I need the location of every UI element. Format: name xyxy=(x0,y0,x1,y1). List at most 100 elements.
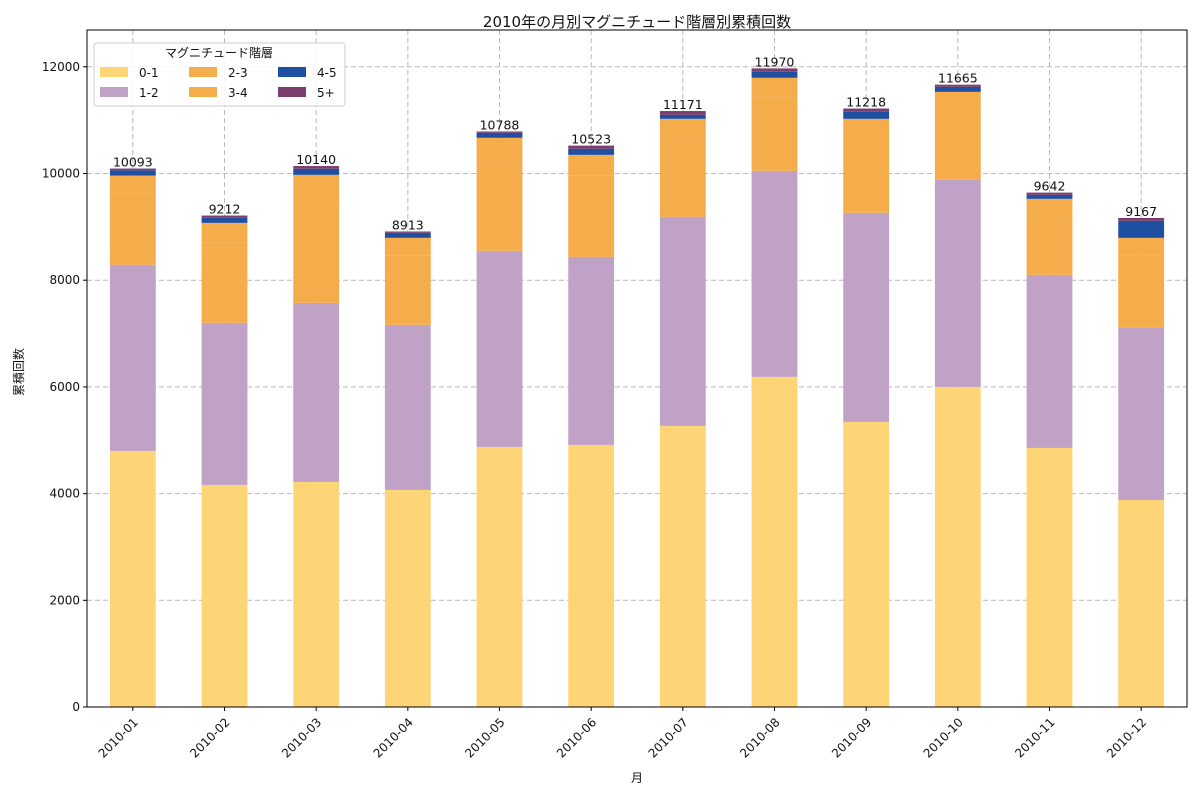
x-tick-label: 2010-03 xyxy=(279,715,324,760)
y-tick-label: 6000 xyxy=(49,380,80,394)
bar-segment-1-2 xyxy=(1118,327,1165,500)
bar-segment-2-3 xyxy=(293,200,340,303)
total-label: 9167 xyxy=(1125,204,1157,219)
total-label: 9642 xyxy=(1034,179,1066,194)
legend-swatch-5+ xyxy=(278,87,306,97)
bar-segment-3-4 xyxy=(1026,198,1073,215)
total-label: 11218 xyxy=(846,95,886,110)
bar-segment-1-2 xyxy=(109,264,156,451)
bar-segment-5+ xyxy=(476,131,523,133)
bar-segment-4-5 xyxy=(659,114,706,119)
bar-segment-5+ xyxy=(568,145,615,149)
bar-segment-5+ xyxy=(109,168,156,171)
y-axis-label: 累積回数 xyxy=(11,348,26,396)
x-tick-label: 2010-07 xyxy=(646,715,691,760)
bar-segment-3-4 xyxy=(659,118,706,139)
bar-segment-0-1 xyxy=(109,450,156,707)
total-label: 8913 xyxy=(392,217,424,232)
bar-segment-1-2 xyxy=(384,324,431,490)
bar-segment-1-2 xyxy=(1026,274,1073,448)
legend-label: 3-4 xyxy=(228,86,248,100)
bar-segment-3-4 xyxy=(293,174,340,201)
bar-segment-4-5 xyxy=(568,148,615,155)
total-label: 10093 xyxy=(113,155,153,170)
bar-segment-2-3 xyxy=(201,242,248,323)
bar-segment-5+ xyxy=(751,68,798,72)
bar-segment-1-2 xyxy=(476,250,523,447)
legend-label: 0-1 xyxy=(139,66,159,80)
total-labels: 10093 9212 10140 8913 10788 10523 11171 11970 11… xyxy=(113,54,1157,232)
x-tick-label: 2010-10 xyxy=(921,715,966,760)
bar-segment-1-2 xyxy=(934,179,981,387)
bar-segment-5+ xyxy=(293,166,340,169)
y-tick-label: 2000 xyxy=(49,593,80,607)
bar-segment-4-5 xyxy=(476,132,523,138)
bar-segment-2-3 xyxy=(843,137,890,213)
bar-segment-3-4 xyxy=(109,175,156,194)
bar-segment-0-1 xyxy=(293,481,340,707)
bar-segment-2-3 xyxy=(1026,214,1073,275)
legend: マグニチュード階層 0-1 1-2 2-3 3-4 4-5 5+ xyxy=(93,42,346,107)
x-tick-label: 2010-04 xyxy=(371,715,416,760)
bar-segment-3-4 xyxy=(843,118,890,138)
bar-segment-2-3 xyxy=(568,175,615,257)
bar-segment-4-5 xyxy=(109,170,156,176)
y-tick-label: 4000 xyxy=(49,487,80,501)
x-tick-label: 2010-08 xyxy=(737,715,782,760)
bar-segment-0-1 xyxy=(1118,499,1165,707)
bar-segment-1-2 xyxy=(293,302,340,482)
y-tick-label: 8000 xyxy=(49,273,80,287)
bar-segment-2-3 xyxy=(476,160,523,251)
x-tick-label: 2010-05 xyxy=(462,715,507,760)
bars xyxy=(109,68,1165,707)
legend-label: 2-3 xyxy=(228,66,248,80)
bar-segment-2-3 xyxy=(109,193,156,265)
bar-segment-5+ xyxy=(201,215,248,218)
bar-segment-3-4 xyxy=(1118,237,1165,256)
legend-title: マグニチュード階層 xyxy=(165,45,273,60)
plot-frame xyxy=(86,29,1188,708)
legend-swatch-0-1 xyxy=(100,67,128,77)
bar-segment-1-2 xyxy=(659,216,706,426)
total-label: 11171 xyxy=(663,97,703,112)
total-label: 11665 xyxy=(938,71,978,86)
total-label: 9212 xyxy=(209,202,241,217)
bar-segment-0-1 xyxy=(476,446,523,707)
bar-segment-0-1 xyxy=(659,425,706,707)
y-tick-label: 0 xyxy=(72,700,80,714)
bar-segment-2-3 xyxy=(934,109,981,180)
bar-segment-2-3 xyxy=(384,255,431,325)
bar-segment-1-2 xyxy=(843,212,890,422)
bar-segment-5+ xyxy=(1118,217,1165,221)
bar-segment-0-1 xyxy=(384,489,431,707)
bar-segment-0-1 xyxy=(568,444,615,707)
bar-segment-4-5 xyxy=(751,71,798,78)
x-tick-label: 2010-11 xyxy=(1012,715,1057,760)
bar-segment-3-4 xyxy=(201,222,248,243)
y-tick-label: 12000 xyxy=(42,60,80,74)
bar-segment-0-1 xyxy=(843,421,890,707)
bar-segment-2-3 xyxy=(751,96,798,171)
bar-segment-5+ xyxy=(384,231,431,233)
bar-segment-5+ xyxy=(1026,192,1073,195)
x-axis: 2010-01 2010-02 2010-03 2010-04 2010-05 2010-… xyxy=(96,707,1149,761)
total-label: 11970 xyxy=(755,54,795,69)
bar-segment-4-5 xyxy=(843,111,890,119)
bar-segment-0-1 xyxy=(934,386,981,707)
bar-segment-3-4 xyxy=(751,77,798,97)
x-tick-label: 2010-02 xyxy=(187,715,232,760)
bar-segment-0-1 xyxy=(201,484,248,707)
legend-label: 4-5 xyxy=(317,66,337,80)
legend-swatch-3-4 xyxy=(189,87,217,97)
x-tick-label: 2010-06 xyxy=(554,715,599,760)
legend-swatch-4-5 xyxy=(278,67,306,77)
grid xyxy=(87,30,1187,708)
bar-segment-3-4 xyxy=(934,91,981,110)
y-axis: 0 2000 4000 6000 8000 10000 12000 xyxy=(42,60,87,714)
bar-segment-3-4 xyxy=(568,154,615,176)
total-label: 10523 xyxy=(571,132,611,147)
bar-segment-1-2 xyxy=(751,170,798,377)
bar-segment-2-3 xyxy=(659,138,706,217)
bar-segment-3-4 xyxy=(476,137,523,161)
